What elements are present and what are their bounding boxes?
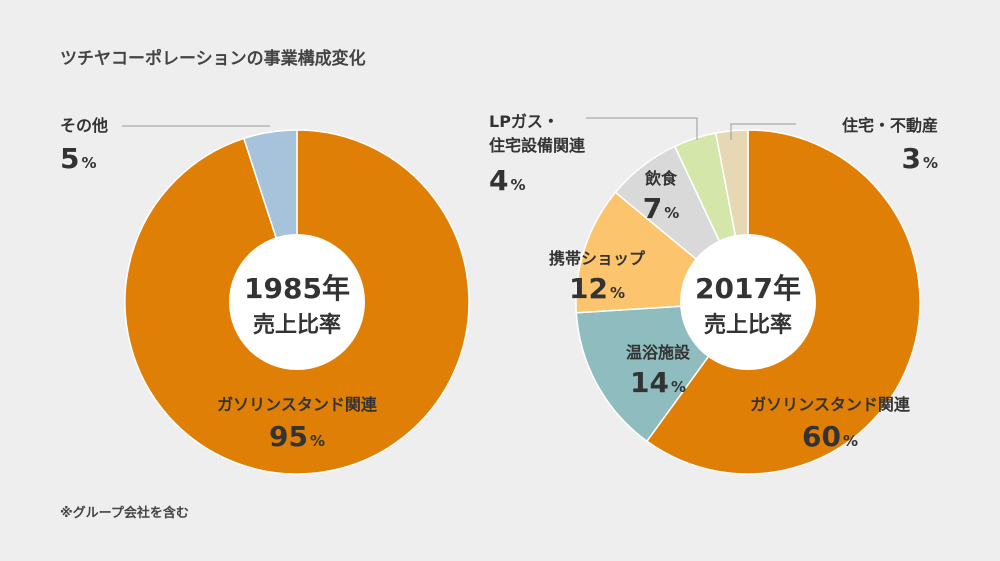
pie-hole-1 (680, 234, 816, 370)
slice-value-1-0: 60% (802, 420, 858, 453)
leader-line-1-4 (586, 117, 698, 140)
pie-slice-0-0 (124, 129, 470, 475)
slice-value-1-4: 4% (489, 164, 526, 197)
center-caption-0: 売上比率 (253, 312, 341, 338)
slice-label-1-1: 温浴施設 (625, 343, 691, 362)
leader-line-1-5 (730, 123, 796, 140)
slice-value-1-2: 12% (569, 272, 625, 305)
slice-value-1-5: 3% (901, 142, 938, 175)
center-year-0: 1985年 (244, 272, 350, 305)
footnote: ※グループ会社を含む (60, 506, 189, 521)
slice-value-0-0: 95% (269, 420, 325, 453)
center-year-1: 2017年 (695, 272, 801, 305)
slice-value-1-3: 7% (643, 192, 680, 225)
pie-hole-0 (229, 234, 365, 370)
slice-value-1-1: 14% (630, 366, 686, 399)
slice-label-0-1: その他 (60, 116, 108, 135)
slice-value-0-1: 5% (60, 142, 97, 175)
slice-label-1-5: 住宅・不動産 (842, 116, 938, 135)
slice-label-1-4: LPガス・住宅設備関連 (489, 112, 586, 155)
chart-title: ツチヤコーポレーションの事業構成変化 (60, 49, 366, 69)
slice-label-1-2: 携帯ショップ (549, 249, 646, 268)
slice-label-0-0: ガソリンスタンド関連 (217, 395, 378, 414)
center-caption-1: 売上比率 (704, 312, 792, 338)
slice-labels: ガソリンスタンド関連 95 % その他 5 % ガソリンスタンド関連 60 % 温浴施設 14 % 携帯… (60, 112, 938, 453)
slice-label-1-3: 飲食 (644, 169, 678, 188)
slice-label-1-0: ガソリンスタンド関連 (750, 395, 911, 414)
